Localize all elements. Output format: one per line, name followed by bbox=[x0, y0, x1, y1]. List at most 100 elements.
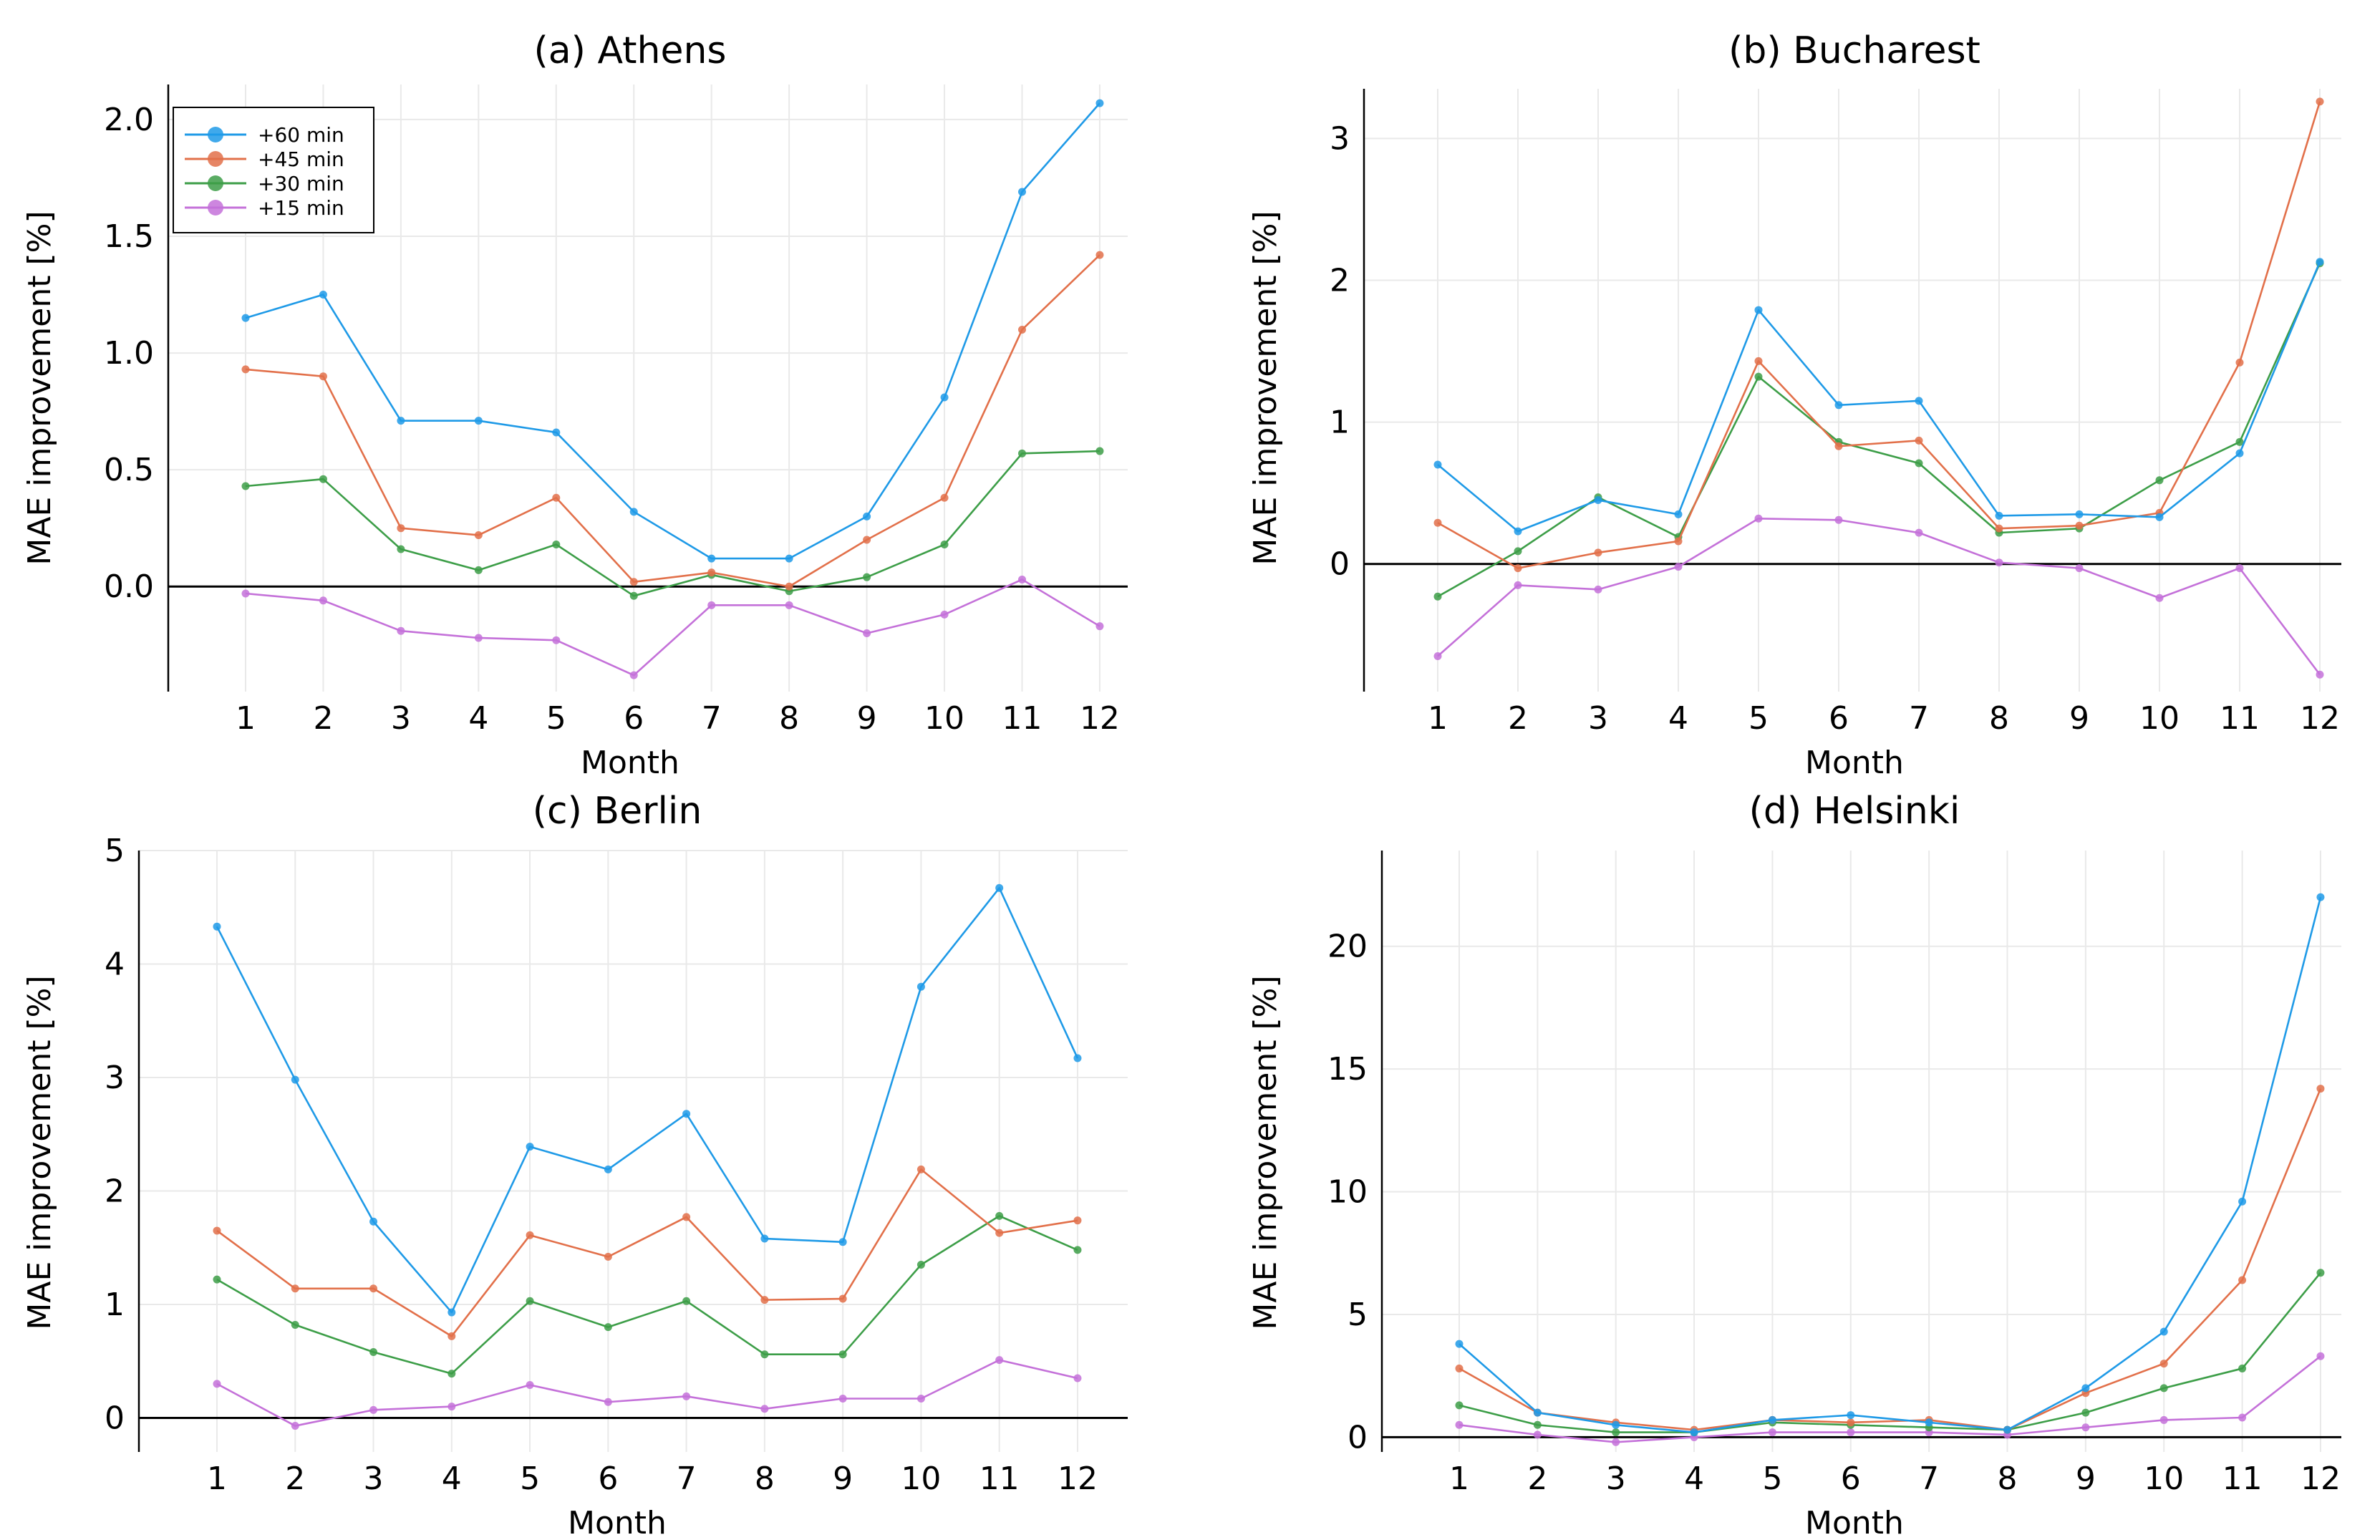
x-tick-label: 7 bbox=[702, 700, 722, 737]
x-tick-label: 3 bbox=[1606, 1461, 1626, 1497]
data-point-60-min bbox=[1594, 496, 1602, 505]
series-line-30-min bbox=[1437, 263, 2321, 598]
series-line-30-min bbox=[1459, 1272, 2321, 1433]
data-point-45-min bbox=[1834, 442, 1843, 450]
data-point-30-min bbox=[319, 475, 327, 483]
data-point-60-min bbox=[552, 428, 561, 437]
series-line-30-min bbox=[245, 450, 1100, 597]
data-point-60-min bbox=[995, 883, 1004, 892]
data-point-15-min bbox=[1834, 515, 1843, 524]
data-point-15-min bbox=[995, 1356, 1004, 1365]
data-point-15-min bbox=[863, 629, 871, 637]
data-point-30-min bbox=[526, 1297, 534, 1305]
series-line-60-min bbox=[216, 887, 1079, 1314]
data-point-45-min bbox=[838, 1294, 847, 1303]
x-axis-label: Month bbox=[581, 745, 679, 781]
y-tick-label: 1.0 bbox=[104, 335, 154, 372]
legend: +60 min+45 min+30 min+15 min bbox=[173, 107, 374, 233]
data-point-15-min bbox=[1768, 1428, 1776, 1437]
data-point-60-min bbox=[2155, 513, 2164, 521]
data-point-45-min bbox=[552, 493, 561, 502]
data-point-30-min bbox=[2316, 1269, 2325, 1277]
x-tick-label: 4 bbox=[1684, 1461, 1704, 1497]
x-tick-label: 10 bbox=[924, 700, 964, 737]
data-point-60-min bbox=[1095, 99, 1104, 107]
data-point-30-min bbox=[760, 1350, 769, 1359]
x-tick-label: 9 bbox=[833, 1461, 853, 1497]
y-tick-label: 5 bbox=[1348, 1297, 1368, 1333]
x-tick-label: 6 bbox=[598, 1461, 618, 1497]
data-point-60-min bbox=[1995, 511, 2003, 520]
y-tick-label: 0 bbox=[1330, 546, 1350, 583]
x-tick-label: 1 bbox=[1428, 700, 1448, 737]
data-point-30-min bbox=[629, 591, 638, 600]
data-point-30-min bbox=[241, 482, 250, 490]
legend-marker-45-min bbox=[208, 151, 223, 167]
data-point-45-min bbox=[241, 365, 250, 374]
data-point-60-min bbox=[2081, 1384, 2090, 1393]
data-point-45-min bbox=[682, 1213, 691, 1221]
y-tick-label: 2 bbox=[105, 1173, 125, 1209]
panel-title: (d) Helsinki bbox=[1749, 790, 1960, 833]
y-tick-label: 1.5 bbox=[104, 218, 154, 255]
x-tick-label: 1 bbox=[236, 700, 256, 737]
data-point-30-min bbox=[995, 1211, 1004, 1220]
y-tick-label: 0.0 bbox=[104, 568, 154, 605]
data-point-45-min bbox=[863, 536, 871, 544]
x-tick-label: 5 bbox=[546, 700, 566, 737]
data-point-45-min bbox=[760, 1296, 769, 1304]
data-point-15-min bbox=[1073, 1374, 1082, 1382]
data-point-15-min bbox=[474, 634, 483, 642]
data-point-30-min bbox=[1095, 447, 1104, 455]
data-point-15-min bbox=[369, 1405, 378, 1414]
data-point-60-min bbox=[2316, 258, 2324, 266]
legend-marker-30-min bbox=[208, 175, 223, 191]
data-point-30-min bbox=[2238, 1364, 2247, 1372]
data-point-30-min bbox=[448, 1370, 456, 1378]
data-point-15-min bbox=[1612, 1438, 1620, 1446]
data-point-60-min bbox=[1612, 1420, 1620, 1429]
data-point-15-min bbox=[838, 1395, 847, 1403]
data-point-45-min bbox=[1995, 524, 2003, 533]
data-point-30-min bbox=[682, 1297, 691, 1305]
data-point-60-min bbox=[682, 1110, 691, 1118]
y-tick-label: 1 bbox=[105, 1287, 125, 1323]
data-point-45-min bbox=[526, 1231, 534, 1239]
data-point-45-min bbox=[2316, 1085, 2325, 1093]
data-point-15-min bbox=[1594, 585, 1602, 594]
data-point-45-min bbox=[604, 1252, 612, 1261]
data-point-30-min bbox=[940, 541, 949, 549]
y-tick-label: 20 bbox=[1327, 929, 1368, 965]
data-point-45-min bbox=[474, 531, 483, 539]
legend-label-30-min: +30 min bbox=[258, 172, 344, 195]
y-axis-label: MAE improvement [%] bbox=[21, 975, 58, 1330]
data-point-15-min bbox=[1674, 563, 1683, 571]
data-point-15-min bbox=[760, 1405, 769, 1413]
data-point-60-min bbox=[1514, 527, 1522, 536]
data-point-15-min bbox=[291, 1422, 299, 1430]
data-point-15-min bbox=[682, 1392, 691, 1400]
data-point-30-min bbox=[916, 1260, 925, 1269]
data-point-60-min bbox=[1455, 1340, 1464, 1348]
data-point-30-min bbox=[1915, 459, 1923, 468]
data-point-60-min bbox=[1925, 1418, 1933, 1427]
y-tick-label: 3 bbox=[105, 1060, 125, 1096]
data-point-60-min bbox=[940, 393, 949, 402]
data-point-60-min bbox=[760, 1234, 769, 1243]
data-point-15-min bbox=[2235, 564, 2244, 573]
data-point-15-min bbox=[2316, 1352, 2325, 1360]
legend-marker-60-min bbox=[208, 127, 223, 142]
legend-marker-15-min bbox=[208, 200, 223, 215]
data-point-15-min bbox=[916, 1395, 925, 1403]
series-line-60-min bbox=[245, 102, 1100, 560]
data-point-45-min bbox=[916, 1165, 925, 1173]
x-tick-label: 9 bbox=[2076, 1461, 2096, 1497]
data-point-30-min bbox=[863, 573, 871, 581]
x-tick-label: 8 bbox=[1998, 1461, 2018, 1497]
data-point-45-min bbox=[2159, 1360, 2168, 1368]
y-tick-label: 0 bbox=[1348, 1419, 1368, 1456]
panel-title: (a) Athens bbox=[533, 29, 726, 72]
data-point-45-min bbox=[1095, 251, 1104, 259]
data-point-15-min bbox=[2155, 594, 2164, 602]
x-tick-label: 7 bbox=[1919, 1461, 1939, 1497]
